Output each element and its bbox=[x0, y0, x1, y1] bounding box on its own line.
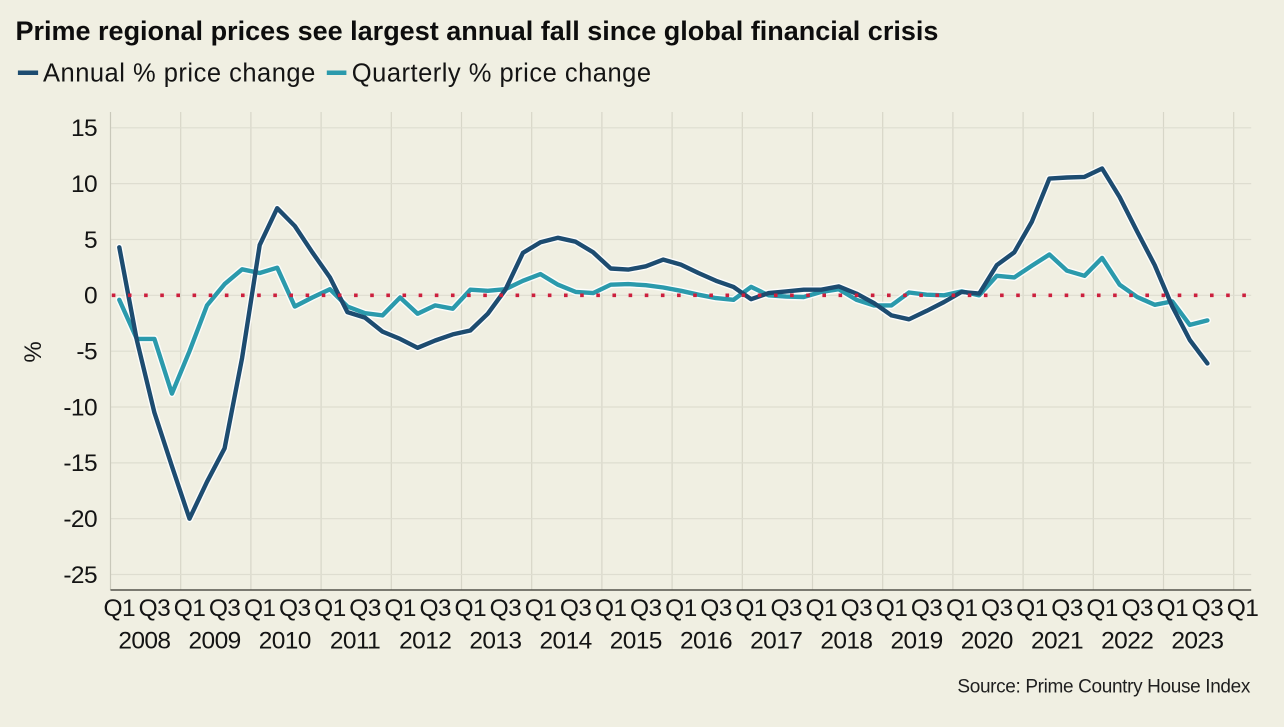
svg-text:Q1: Q1 bbox=[1157, 595, 1188, 622]
svg-text:Q3: Q3 bbox=[911, 595, 942, 622]
svg-text:Q3: Q3 bbox=[841, 595, 872, 622]
svg-text:-25: -25 bbox=[63, 562, 97, 589]
svg-text:2018: 2018 bbox=[820, 628, 872, 655]
svg-text:Q1: Q1 bbox=[735, 595, 766, 622]
svg-text:-15: -15 bbox=[63, 450, 97, 477]
svg-text:Q3: Q3 bbox=[279, 595, 310, 622]
svg-text:2008: 2008 bbox=[118, 628, 170, 655]
svg-text:Q1: Q1 bbox=[455, 595, 486, 622]
svg-text:Q3: Q3 bbox=[1121, 595, 1152, 622]
svg-text:10: 10 bbox=[71, 171, 97, 198]
svg-text:Quarterly % price change: Quarterly % price change bbox=[352, 60, 652, 88]
svg-text:2019: 2019 bbox=[891, 628, 943, 655]
svg-text:2020: 2020 bbox=[961, 628, 1013, 655]
svg-text:Q1: Q1 bbox=[525, 595, 556, 622]
svg-text:2014: 2014 bbox=[540, 628, 592, 655]
svg-text:Annual % price change: Annual % price change bbox=[43, 60, 316, 88]
svg-text:2021: 2021 bbox=[1031, 628, 1083, 655]
svg-text:Prime regional prices see larg: Prime regional prices see largest annual… bbox=[16, 16, 939, 46]
svg-text:2013: 2013 bbox=[469, 628, 521, 655]
svg-text:Q1: Q1 bbox=[665, 595, 696, 622]
svg-text:2010: 2010 bbox=[259, 628, 311, 655]
svg-text:-10: -10 bbox=[63, 394, 97, 421]
svg-text:Q1: Q1 bbox=[1086, 595, 1117, 622]
svg-text:2009: 2009 bbox=[189, 628, 241, 655]
svg-text:Q3: Q3 bbox=[700, 595, 731, 622]
svg-text:2022: 2022 bbox=[1101, 628, 1153, 655]
svg-text:Q1: Q1 bbox=[1016, 595, 1047, 622]
svg-text:2011: 2011 bbox=[330, 628, 380, 655]
svg-text:Q1: Q1 bbox=[946, 595, 977, 622]
svg-text:Q1: Q1 bbox=[384, 595, 415, 622]
svg-text:Q3: Q3 bbox=[630, 595, 661, 622]
svg-text:-20: -20 bbox=[63, 506, 97, 533]
svg-text:Q3: Q3 bbox=[1051, 595, 1082, 622]
svg-text:Q1: Q1 bbox=[595, 595, 626, 622]
svg-text:Source: Prime Country House In: Source: Prime Country House Index bbox=[957, 676, 1250, 697]
svg-text:Q3: Q3 bbox=[139, 595, 170, 622]
svg-text:Q3: Q3 bbox=[981, 595, 1012, 622]
svg-text:Q3: Q3 bbox=[209, 595, 240, 622]
svg-text:%: % bbox=[20, 341, 47, 362]
svg-text:Q1: Q1 bbox=[244, 595, 275, 622]
svg-text:Q1: Q1 bbox=[104, 595, 135, 622]
svg-text:5: 5 bbox=[84, 227, 97, 254]
svg-text:Q3: Q3 bbox=[349, 595, 380, 622]
svg-text:Q1: Q1 bbox=[1227, 595, 1258, 622]
svg-text:2015: 2015 bbox=[610, 628, 662, 655]
svg-text:15: 15 bbox=[71, 115, 97, 142]
svg-text:Q1: Q1 bbox=[314, 595, 345, 622]
svg-text:Q3: Q3 bbox=[560, 595, 591, 622]
svg-text:2023: 2023 bbox=[1171, 628, 1223, 655]
svg-text:Q1: Q1 bbox=[174, 595, 205, 622]
svg-text:Q3: Q3 bbox=[770, 595, 801, 622]
svg-text:-5: -5 bbox=[76, 339, 97, 366]
svg-text:Q3: Q3 bbox=[1192, 595, 1223, 622]
svg-text:Q1: Q1 bbox=[876, 595, 907, 622]
svg-text:0: 0 bbox=[84, 283, 97, 310]
svg-text:2017: 2017 bbox=[750, 628, 802, 655]
svg-text:2016: 2016 bbox=[680, 628, 732, 655]
svg-text:Q1: Q1 bbox=[806, 595, 837, 622]
svg-text:Q3: Q3 bbox=[490, 595, 521, 622]
svg-text:2012: 2012 bbox=[399, 628, 451, 655]
svg-text:Q3: Q3 bbox=[419, 595, 450, 622]
